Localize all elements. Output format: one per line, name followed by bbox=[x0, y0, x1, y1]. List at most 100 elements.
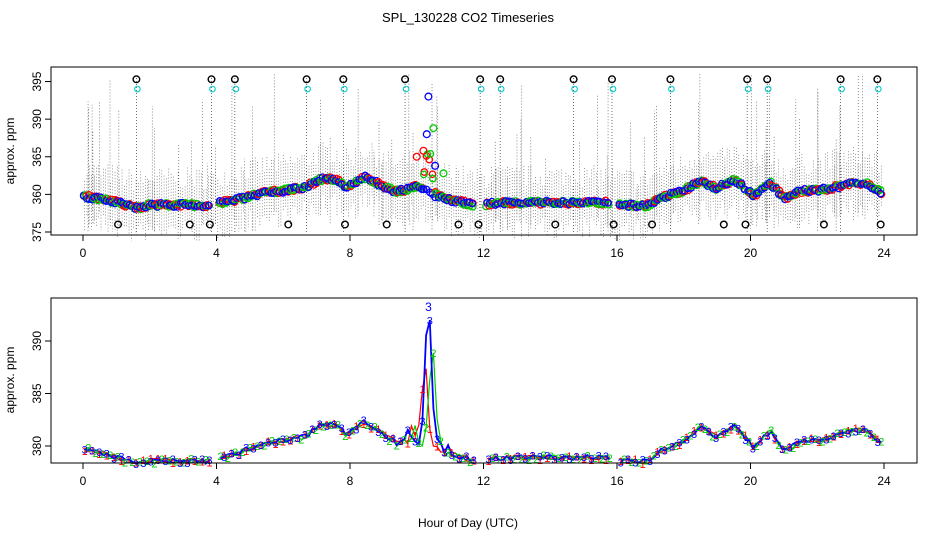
y-tick-label: 380 bbox=[30, 436, 44, 456]
series-1-marker: 1 bbox=[111, 452, 117, 464]
series-2-marker: 2 bbox=[680, 434, 686, 446]
series-1-marker: 1 bbox=[96, 449, 102, 461]
series-2-marker: 2 bbox=[607, 453, 613, 465]
series-1-marker: 1 bbox=[427, 424, 433, 436]
series-1-marker: 1 bbox=[596, 455, 602, 467]
series-3-marker: 3 bbox=[823, 434, 829, 446]
x-tick-label: 20 bbox=[744, 246, 758, 260]
series-3-marker: 3 bbox=[772, 433, 778, 445]
series-2-marker: 2 bbox=[430, 348, 436, 360]
series-3-marker: 3 bbox=[662, 446, 668, 458]
series-1-marker: 1 bbox=[412, 431, 418, 443]
series-3-marker: 3 bbox=[706, 427, 712, 439]
series-2-marker: 2 bbox=[247, 442, 253, 454]
series-3-marker: 3 bbox=[324, 421, 330, 433]
spike-point bbox=[424, 92, 433, 101]
series-3-marker: 3 bbox=[390, 433, 396, 445]
calibration-point bbox=[668, 85, 675, 93]
series-2-marker: 2 bbox=[849, 427, 855, 439]
series-3-marker: 3 bbox=[566, 454, 572, 466]
calibration-point bbox=[304, 85, 311, 93]
calibration-point bbox=[764, 85, 772, 93]
spike-point bbox=[419, 146, 428, 155]
flagged-high-point bbox=[666, 75, 675, 84]
series-2-marker: 2 bbox=[533, 454, 539, 466]
series-1-marker: 1 bbox=[720, 429, 726, 441]
series-2-marker: 2 bbox=[526, 455, 532, 467]
flagged-low-point bbox=[185, 220, 194, 229]
flagged-high-point bbox=[836, 75, 845, 84]
top-panel: 0 4 8 12 16 20 24 375 360 365 390 395 approx. ppm bbox=[3, 66, 918, 260]
series-3-marker: 3 bbox=[522, 454, 528, 466]
series-3-marker: 3 bbox=[353, 424, 359, 436]
series-3-marker: 3 bbox=[192, 454, 198, 466]
series-2-marker: 2 bbox=[871, 432, 877, 444]
series-3-marker: 3 bbox=[647, 456, 653, 468]
series-3-marker: 3 bbox=[405, 425, 411, 437]
series-2-marker: 2 bbox=[570, 454, 576, 466]
series-1-marker: 1 bbox=[794, 439, 800, 451]
series-3-marker: 3 bbox=[206, 455, 212, 467]
series-1-marker: 1 bbox=[405, 438, 411, 450]
series-1-marker: 1 bbox=[728, 425, 734, 437]
calibration-point bbox=[571, 85, 578, 93]
series-3-marker: 3 bbox=[713, 433, 719, 445]
series-3-marker: 3 bbox=[111, 453, 117, 465]
series-2-marker: 2 bbox=[379, 429, 385, 441]
series-1-marker: 1 bbox=[250, 442, 256, 454]
flagged-low-point bbox=[454, 220, 463, 229]
flagged-high-point bbox=[401, 75, 410, 84]
series-2-marker: 2 bbox=[254, 441, 260, 453]
series-2-marker: 2 bbox=[239, 447, 245, 459]
series-1-marker: 1 bbox=[662, 445, 668, 457]
series-3-marker: 3 bbox=[485, 454, 491, 466]
series-1-marker: 1 bbox=[838, 429, 844, 441]
series-1-marker: 1 bbox=[772, 435, 778, 447]
series-3-marker: 3 bbox=[133, 459, 139, 471]
series-1-marker: 1 bbox=[162, 453, 168, 465]
series-2-marker: 2 bbox=[372, 421, 378, 433]
series-1-marker: 1 bbox=[449, 447, 455, 459]
series-2-marker: 2 bbox=[284, 434, 290, 446]
series-3-marker: 3 bbox=[529, 450, 535, 462]
data-point bbox=[737, 179, 746, 187]
series-1-marker: 1 bbox=[353, 421, 359, 433]
series-1-marker: 1 bbox=[346, 429, 352, 441]
series-3-marker: 3 bbox=[89, 446, 95, 458]
series-3-marker: 3 bbox=[295, 433, 301, 445]
x-tick-label: 12 bbox=[477, 474, 491, 488]
series-1-marker: 1 bbox=[632, 454, 638, 466]
series-3-marker: 3 bbox=[397, 436, 403, 448]
series-3-marker: 3 bbox=[581, 452, 587, 464]
flagged-high-point bbox=[339, 75, 348, 84]
series-1-marker: 1 bbox=[713, 430, 719, 442]
series-2-marker: 2 bbox=[599, 453, 605, 465]
series-1-marker: 1 bbox=[324, 419, 330, 431]
series-1-marker: 1 bbox=[706, 426, 712, 438]
series-3-marker: 3 bbox=[456, 454, 462, 466]
flagged-low-point bbox=[382, 220, 391, 229]
series-1-marker: 1 bbox=[537, 455, 543, 467]
flagged-low-point bbox=[876, 220, 885, 229]
data-point bbox=[769, 184, 777, 192]
series-3-marker: 3 bbox=[809, 434, 815, 446]
calibration-point bbox=[402, 85, 410, 93]
series-1-marker: 1 bbox=[199, 456, 205, 468]
series-3-marker: 3 bbox=[412, 436, 418, 448]
series-3-marker: 3 bbox=[764, 431, 770, 443]
series-1-marker: 1 bbox=[221, 450, 227, 462]
series-2-line bbox=[84, 352, 882, 465]
series-3-marker: 3 bbox=[735, 424, 741, 436]
series-1-marker: 1 bbox=[485, 456, 491, 468]
series-3-marker: 3 bbox=[184, 458, 190, 470]
series-2-marker: 2 bbox=[298, 434, 304, 446]
series-3-marker: 3 bbox=[228, 449, 234, 461]
series-2-marker: 2 bbox=[452, 452, 458, 464]
series-2-marker: 2 bbox=[504, 452, 510, 464]
x-tick-label: 12 bbox=[477, 246, 491, 260]
series-3-marker: 3 bbox=[552, 455, 558, 467]
flagged-high-point bbox=[207, 75, 216, 84]
x-axis-label: Hour of Day (UTC) bbox=[418, 516, 518, 530]
series-1-marker: 1 bbox=[515, 451, 521, 463]
